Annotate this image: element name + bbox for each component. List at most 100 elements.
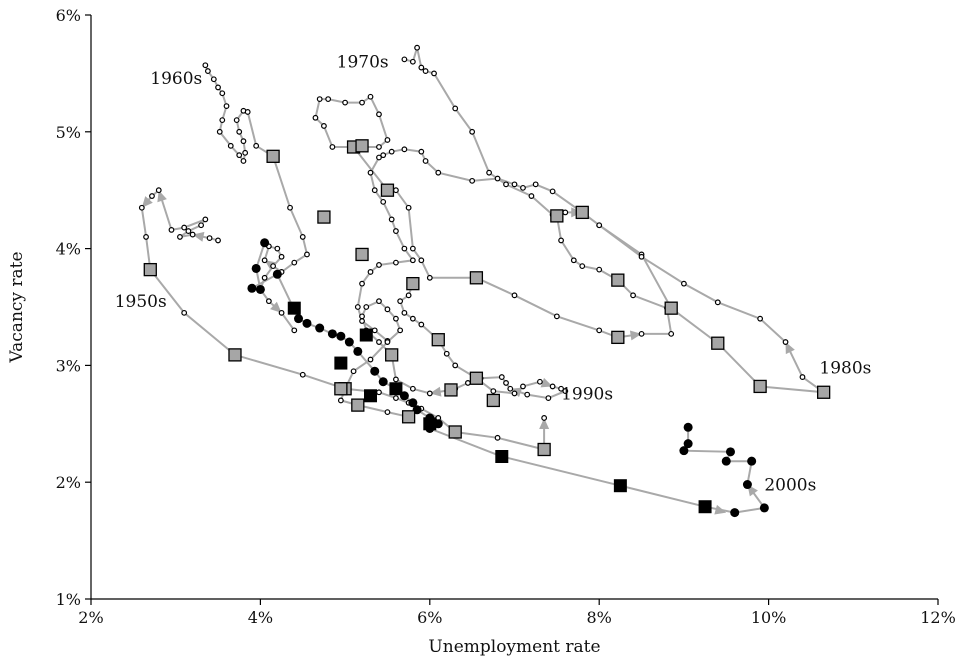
data-point	[549, 383, 556, 390]
y-tick-label: 2%	[56, 473, 81, 492]
year-marker	[444, 383, 458, 397]
data-point	[405, 292, 412, 299]
data-point	[422, 68, 429, 74]
data-point	[507, 385, 514, 392]
data-point	[278, 309, 285, 316]
data-point	[465, 380, 471, 386]
data-point	[240, 138, 247, 145]
data-point	[409, 257, 416, 264]
data-point	[490, 388, 497, 394]
data-point	[414, 44, 420, 51]
x-tick-label: 6%	[417, 608, 442, 627]
data-point	[418, 64, 425, 71]
data-point	[418, 321, 425, 328]
year-marker	[753, 379, 767, 394]
y-tick-label: 4%	[56, 240, 81, 259]
data-point	[528, 193, 535, 199]
year-marker	[469, 371, 484, 385]
data-point	[759, 503, 769, 513]
data-point	[294, 314, 304, 324]
data-point	[384, 339, 391, 345]
year-marker	[486, 393, 500, 408]
series-markers	[143, 139, 831, 514]
data-point	[376, 339, 382, 345]
data-point	[321, 123, 327, 129]
series-line	[140, 188, 546, 451]
data-point	[367, 93, 374, 100]
year-marker	[334, 382, 348, 396]
data-point	[189, 231, 196, 238]
data-point	[272, 269, 282, 279]
data-point	[371, 187, 378, 194]
direction-arrow	[192, 231, 205, 242]
data-point	[431, 70, 437, 77]
data-point	[242, 149, 249, 156]
data-point	[219, 90, 226, 97]
axes	[90, 15, 938, 600]
data-point	[236, 128, 243, 135]
year-marker	[389, 382, 403, 396]
data-point	[596, 327, 603, 334]
data-point	[210, 76, 217, 83]
year-marker	[355, 139, 369, 153]
data-point	[422, 158, 429, 164]
data-point	[215, 84, 221, 91]
data-point	[253, 142, 260, 149]
data-point	[511, 390, 518, 397]
data-point	[367, 269, 374, 275]
data-point	[393, 376, 399, 383]
y-tick-label: 6%	[56, 6, 81, 25]
data-point	[469, 128, 476, 135]
data-point	[376, 144, 382, 150]
direction-arrow	[629, 330, 642, 341]
data-point	[388, 216, 395, 223]
data-point	[215, 237, 221, 244]
year-marker	[611, 273, 625, 287]
data-point	[511, 292, 518, 299]
data-point	[503, 181, 509, 188]
data-point	[418, 148, 425, 155]
direction-arrow	[157, 190, 167, 203]
year-marker	[613, 479, 627, 493]
data-point	[181, 309, 188, 316]
data-point	[384, 409, 391, 416]
year-marker	[448, 425, 462, 439]
data-point	[270, 263, 277, 270]
data-point	[342, 99, 349, 106]
year-marker	[380, 183, 395, 197]
data-point	[181, 224, 188, 231]
data-point	[367, 169, 374, 176]
data-point	[185, 228, 192, 234]
year-marker	[611, 330, 625, 345]
series-line	[204, 64, 309, 331]
data-point	[359, 280, 365, 287]
y-tick-label: 5%	[56, 123, 81, 142]
data-point	[486, 169, 492, 176]
direction-arrow	[714, 504, 727, 515]
data-point	[799, 374, 806, 380]
data-point	[376, 262, 382, 268]
data-point	[401, 245, 408, 252]
data-point	[782, 339, 789, 345]
data-point	[494, 175, 501, 182]
data-point	[520, 383, 526, 390]
data-point	[409, 245, 416, 252]
data-point	[498, 374, 505, 380]
year-marker	[351, 398, 365, 412]
data-point	[405, 204, 412, 211]
data-point	[409, 58, 416, 65]
data-point	[325, 96, 332, 102]
data-point	[426, 274, 433, 281]
data-point	[143, 234, 149, 240]
data-point	[409, 315, 416, 322]
data-point	[359, 318, 365, 324]
year-marker	[575, 205, 589, 220]
data-point	[336, 331, 346, 341]
data-point	[371, 327, 378, 334]
data-point	[155, 187, 162, 194]
data-point	[247, 283, 257, 293]
data-point	[668, 330, 675, 337]
data-point	[570, 257, 577, 264]
year-marker	[495, 450, 509, 464]
data-point	[452, 105, 459, 112]
